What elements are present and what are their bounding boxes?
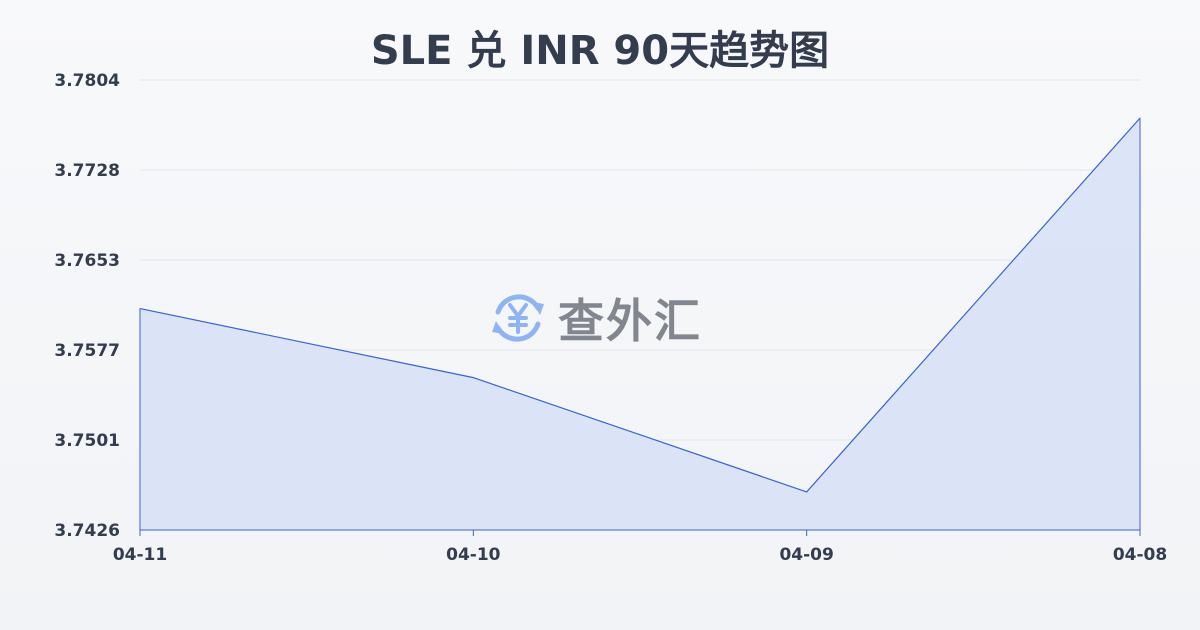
- watermark-logo: 查外汇: [488, 285, 702, 351]
- y-tick-label: 3.7426: [54, 521, 120, 541]
- y-tick-label: 3.7653: [54, 251, 120, 271]
- data-point: [806, 491, 808, 493]
- x-tick-label: 04-10: [446, 545, 501, 565]
- yen-exchange-icon: [492, 294, 544, 342]
- chart-title: SLE 兑 INR 90天趋势图: [370, 28, 830, 74]
- series-line: [139, 117, 1141, 493]
- data-point: [1139, 117, 1141, 119]
- x-tick-label: 04-11: [113, 545, 167, 565]
- x-tick-label: 04-08: [1113, 545, 1167, 565]
- watermark-text: 查外汇: [558, 294, 702, 348]
- y-tick-label: 3.7501: [54, 431, 120, 451]
- y-tick-label: 3.7728: [54, 161, 120, 181]
- data-point: [139, 308, 141, 310]
- y-tick-label: 3.7577: [54, 341, 120, 361]
- y-tick-label: 3.7804: [54, 71, 120, 91]
- x-tick-label: 04-09: [779, 545, 833, 565]
- data-point: [472, 377, 474, 379]
- area-fill: [140, 118, 1140, 530]
